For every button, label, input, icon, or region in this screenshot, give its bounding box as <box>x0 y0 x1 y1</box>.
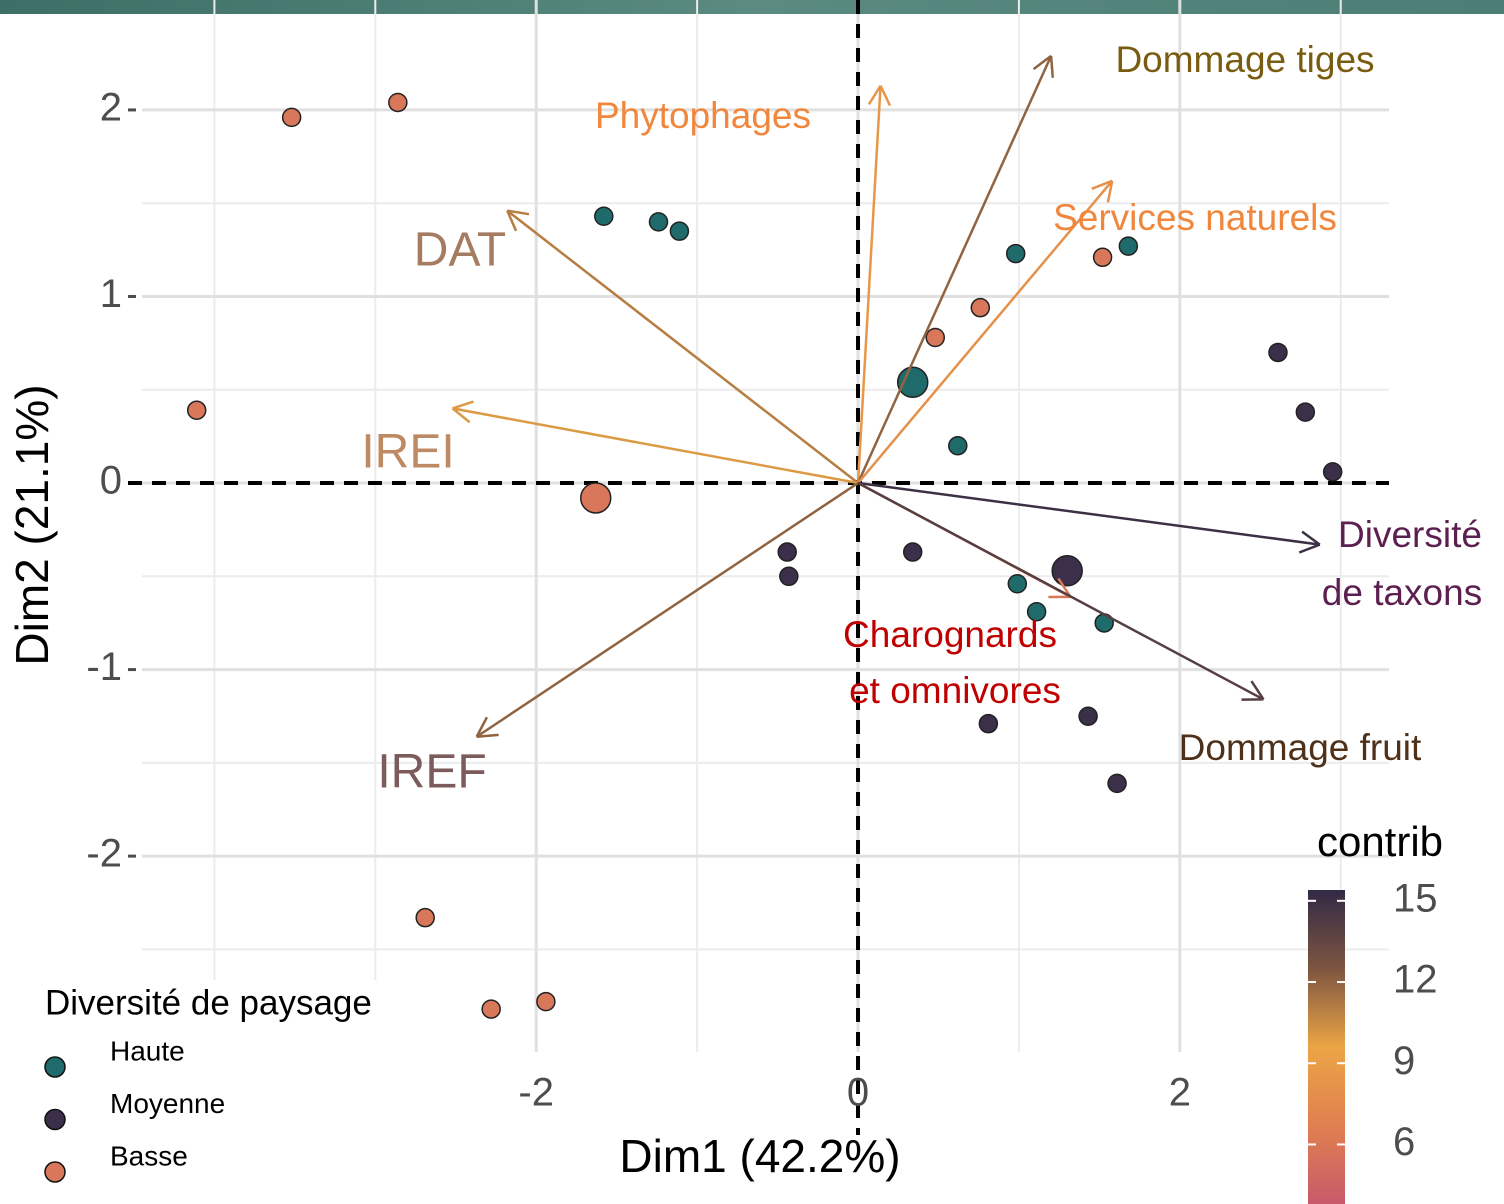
banner <box>0 0 1504 14</box>
loading-arrow <box>856 85 882 484</box>
y-tick-label: -1 <box>86 645 122 689</box>
variable-label: Dommage fruit <box>1179 727 1422 768</box>
variable-label: Phytophages <box>595 95 811 136</box>
legend-label: Haute <box>110 1035 185 1066</box>
arrow-head <box>879 85 892 107</box>
point <box>925 327 946 348</box>
arrow-head <box>1106 180 1114 203</box>
variable-label: et omnivores <box>849 670 1061 711</box>
arrow-head <box>867 85 882 106</box>
arrow-head <box>1301 530 1321 546</box>
loading-arrow <box>452 407 859 485</box>
legend-marker <box>44 1161 66 1183</box>
arrow-head <box>475 716 489 738</box>
loading-arrow <box>857 481 1320 546</box>
x-axis-title: Dim1 (42.2%) <box>619 1130 900 1182</box>
point <box>948 435 968 456</box>
loading-arrow <box>856 55 1053 484</box>
colorbar-tick-label: 12 <box>1393 958 1438 1002</box>
point <box>902 542 923 562</box>
point <box>1295 402 1316 422</box>
point <box>970 297 991 318</box>
x-tick-label: 2 <box>1169 1071 1191 1115</box>
point <box>669 221 690 241</box>
variable-label: Services naturels <box>1053 197 1337 238</box>
variable-label: IREF <box>377 746 486 799</box>
loading-arrow <box>475 481 859 738</box>
point <box>281 107 302 128</box>
y-tick-label: 1 <box>100 272 122 316</box>
point <box>1092 247 1113 268</box>
point <box>481 999 501 1019</box>
legend-marker <box>44 1056 66 1078</box>
y-tick-label: 0 <box>100 459 122 503</box>
arrow-head <box>1057 577 1072 598</box>
point <box>1118 236 1139 256</box>
y-tick-label: 2 <box>100 85 122 129</box>
variable-label: Charognards <box>843 614 1057 655</box>
arrow-head <box>1032 54 1052 71</box>
arrow-head <box>1091 179 1113 190</box>
variable-label: DAT <box>414 224 506 277</box>
arrow-head <box>1049 55 1055 78</box>
legend-background <box>0 980 445 1204</box>
arrow-head <box>451 407 471 424</box>
point <box>1268 342 1288 363</box>
legend-label: Basse <box>110 1140 188 1171</box>
x-tick-label: -2 <box>518 1071 554 1115</box>
colorbar-title: contrib <box>1317 818 1443 865</box>
y-tick-label: -2 <box>86 832 122 876</box>
arrow-head <box>476 733 499 738</box>
arrow-head <box>452 400 474 410</box>
point <box>1007 574 1028 594</box>
point <box>1005 243 1026 264</box>
arrow-head <box>506 210 518 232</box>
point <box>594 206 614 227</box>
colorbar-tick-label: 6 <box>1393 1120 1415 1164</box>
point <box>536 991 556 1012</box>
point <box>415 907 435 928</box>
point <box>579 482 612 514</box>
variable-label: Dommage tiges <box>1115 39 1374 80</box>
point <box>896 366 929 399</box>
arrow-head <box>507 209 530 216</box>
variable-label: Diversité <box>1338 514 1482 555</box>
point <box>777 542 797 562</box>
point <box>978 713 999 734</box>
point <box>1078 706 1098 726</box>
legend-marker <box>44 1108 66 1131</box>
variable-label: IREI <box>361 426 454 479</box>
colorbar-tick-label: 15 <box>1393 876 1438 920</box>
arrow-head <box>1250 680 1265 701</box>
point <box>186 400 207 421</box>
arrow-head <box>1298 543 1321 554</box>
loading-arrow <box>506 209 859 485</box>
point <box>648 212 669 232</box>
point <box>1026 601 1047 622</box>
legend-title: Diversité de paysage <box>45 983 372 1022</box>
point <box>779 566 799 587</box>
point <box>1322 462 1343 482</box>
colorbar <box>1308 890 1345 1204</box>
y-axis-title: Dim2 (21.1%) <box>6 384 58 665</box>
point <box>388 92 408 113</box>
loading-arrow <box>857 481 1265 701</box>
point <box>1107 773 1127 794</box>
legend-label: Moyenne <box>110 1088 225 1119</box>
x-tick-label: 0 <box>847 1071 869 1115</box>
loading-arrow <box>857 180 1114 484</box>
point <box>1051 554 1083 587</box>
colorbar-tick-label: 9 <box>1393 1039 1415 1083</box>
variable-label: de taxons <box>1322 572 1482 613</box>
